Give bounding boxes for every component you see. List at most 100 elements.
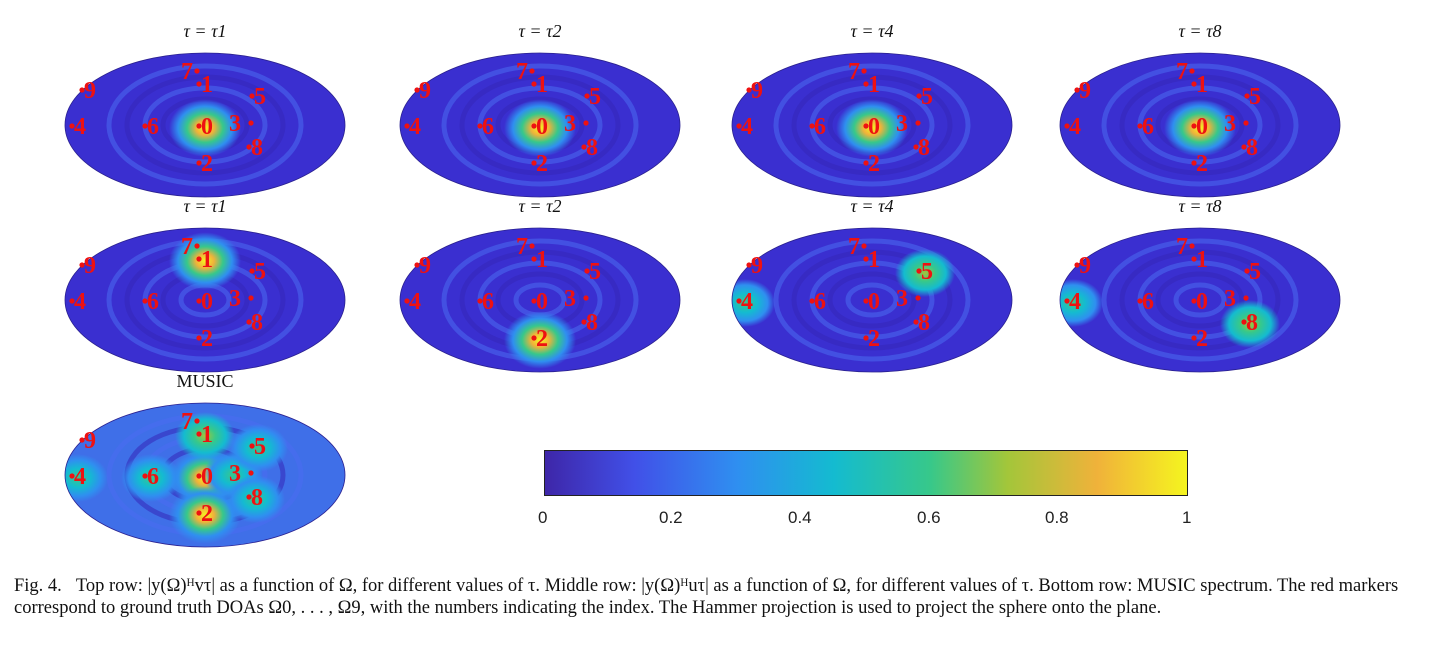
spectrum-peak <box>225 475 285 523</box>
doa-marker-dot <box>1241 319 1247 325</box>
doa-marker-dot <box>477 123 483 129</box>
doa-marker-dot <box>529 243 535 249</box>
doa-marker-label: 4 <box>74 464 86 490</box>
doa-marker-dot <box>861 68 867 74</box>
doa-marker-label: 7 <box>848 234 860 260</box>
sidelobe-ring <box>773 63 971 187</box>
doa-marker-label: 2 <box>1196 326 1208 352</box>
doa-marker-dot <box>863 123 869 129</box>
spectrum-peak <box>1060 279 1103 327</box>
spectrum-peak <box>169 486 241 544</box>
doa-marker-label: 1 <box>201 72 213 98</box>
sidelobe-ring <box>827 271 917 329</box>
doa-marker-label: 9 <box>1079 253 1091 279</box>
doa-marker-dot <box>584 93 590 99</box>
sidelobe-ring <box>124 74 286 176</box>
doa-marker-label: 8 <box>918 310 930 336</box>
doa-marker-label: 2 <box>536 326 548 352</box>
doa-marker-dot <box>1244 268 1250 274</box>
doa-marker-dot <box>248 120 254 126</box>
map-outline <box>1059 227 1341 373</box>
doa-marker-dot <box>1189 243 1195 249</box>
doa-marker-dot <box>916 268 922 274</box>
sidelobe-ring <box>791 74 953 176</box>
sidelobe-ring <box>791 249 953 351</box>
map-outline <box>64 227 346 373</box>
doa-marker-dot <box>861 243 867 249</box>
doa-marker-label: 7 <box>181 409 193 435</box>
doa-marker-label: 3 <box>229 286 241 312</box>
doa-marker-label: 0 <box>201 114 213 140</box>
map-outline <box>731 52 1013 198</box>
doa-marker-label: 4 <box>1069 289 1081 315</box>
spectrum-peak <box>65 454 108 502</box>
doa-marker-dot <box>196 510 202 516</box>
doa-marker-label: 4 <box>741 289 753 315</box>
doa-marker-label: 4 <box>409 289 421 315</box>
doa-marker-label: 2 <box>201 326 213 352</box>
doa-marker-dot <box>79 262 85 268</box>
doa-marker-label: 1 <box>201 247 213 273</box>
doa-marker-dot <box>809 123 815 129</box>
panel-title: τ = τ2 <box>518 21 562 41</box>
doa-marker-dot <box>736 123 742 129</box>
doa-marker-label: 1 <box>868 72 880 98</box>
doa-marker-label: 6 <box>482 114 494 140</box>
spectrum-panel: τ = τ2 0 1 2 3 4 5 6 7 8 9 <box>398 21 682 201</box>
doa-marker-label: 6 <box>147 114 159 140</box>
doa-marker-dot <box>248 470 254 476</box>
spectrum-panel: τ = τ1 0 1 2 3 4 5 6 7 8 9 <box>63 196 347 376</box>
doa-marker-dot <box>531 298 537 304</box>
map-outline <box>399 52 681 198</box>
doa-marker-label: 9 <box>751 253 763 279</box>
spectrum-panel: τ = τ8 0 1 2 3 4 5 6 7 8 9 <box>1058 196 1342 376</box>
doa-marker-dot <box>863 335 869 341</box>
doa-marker-label: 1 <box>868 247 880 273</box>
doa-marker-dot <box>1241 144 1247 150</box>
colorbar-tick: 1 <box>1182 508 1192 527</box>
doa-marker-dot <box>1191 298 1197 304</box>
doa-marker-dot <box>246 144 252 150</box>
panel-title: τ = τ1 <box>183 21 227 41</box>
sidelobe-ring <box>1101 238 1299 362</box>
doa-marker-dot <box>79 87 85 93</box>
doa-marker-dot <box>477 298 483 304</box>
sidelobe-ring <box>459 74 621 176</box>
colorbar-tick: 0 <box>538 508 548 527</box>
spectrum-peak <box>504 99 576 157</box>
doa-marker-label: 7 <box>516 234 528 260</box>
doa-marker-label: 9 <box>84 253 96 279</box>
doa-marker-label: 0 <box>868 114 880 140</box>
doa-marker-label: 6 <box>814 289 826 315</box>
doa-marker-dot <box>196 160 202 166</box>
doa-marker-dot <box>142 298 148 304</box>
doa-marker-label: 1 <box>1196 72 1208 98</box>
doa-marker-label: 9 <box>419 253 431 279</box>
doa-marker-label: 4 <box>74 114 86 140</box>
spectrum-panel: τ = τ1 0 1 2 3 4 5 6 7 8 9 <box>63 21 347 201</box>
doa-marker-dot <box>1191 256 1197 262</box>
doa-marker-label: 7 <box>848 59 860 85</box>
doa-marker-label: 1 <box>536 247 548 273</box>
doa-marker-label: 7 <box>181 234 193 260</box>
doa-marker-dot <box>196 473 202 479</box>
doa-marker-label: 5 <box>921 84 933 110</box>
doa-marker-dot <box>194 243 200 249</box>
panel-title: MUSIC <box>176 371 234 391</box>
spectrum-panel: MUSIC 0 1 2 3 4 5 6 7 8 9 <box>63 371 347 551</box>
doa-marker-dot <box>1243 120 1249 126</box>
doa-marker-label: 7 <box>1176 59 1188 85</box>
sidelobe-ring <box>1119 249 1281 351</box>
doa-marker-label: 0 <box>868 289 880 315</box>
doa-marker-label: 2 <box>201 151 213 177</box>
doa-marker-label: 5 <box>254 434 266 460</box>
spectrum-peak <box>169 99 241 157</box>
doa-marker-dot <box>404 123 410 129</box>
doa-marker-dot <box>1191 123 1197 129</box>
spectrum-panel: τ = τ8 0 1 2 3 4 5 6 7 8 9 <box>1058 21 1342 201</box>
doa-marker-label: 4 <box>1069 114 1081 140</box>
